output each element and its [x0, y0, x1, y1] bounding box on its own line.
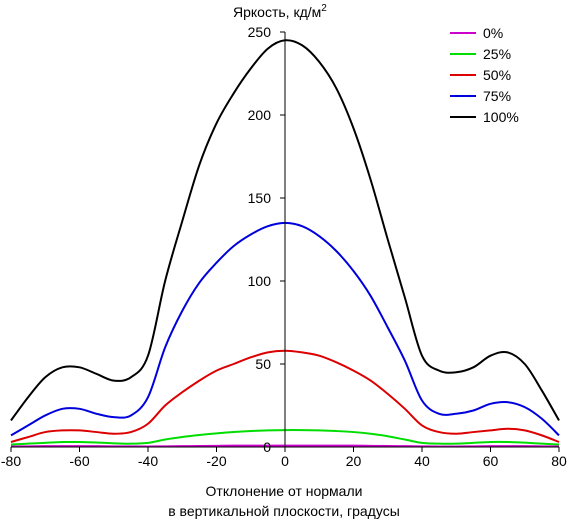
chart-legend: 0% 25% 50% 75% 100% — [450, 25, 519, 125]
y-tick-label: 150 — [248, 190, 272, 206]
legend-label-75pct: 75% — [483, 88, 511, 104]
y-tick-label: 50 — [255, 356, 271, 372]
x-tick-label: -80 — [1, 453, 21, 469]
y-tick-label: 200 — [248, 107, 272, 123]
x-tick-label: -40 — [138, 453, 158, 469]
y-axis-title-superscript: 2 — [321, 3, 327, 14]
legend-label-50pct: 50% — [483, 67, 511, 83]
x-tick-label: -20 — [206, 453, 226, 469]
y-axis-title: Яркость, кд/м2 — [233, 3, 327, 20]
legend-label-25pct: 25% — [483, 46, 511, 62]
x-axis-title-line1: Отклонение от нормали — [206, 483, 363, 499]
y-tick-label: 100 — [248, 273, 272, 289]
x-axis-ticks: -80 -60 -40 -20 0 20 40 60 80 — [1, 447, 567, 469]
y-axis-title-main: Яркость, кд/м — [233, 4, 321, 20]
x-tick-label: 20 — [346, 453, 362, 469]
y-tick-label: 0 — [263, 439, 271, 455]
y-axis-ticks: 0 50 100 150 200 250 — [248, 24, 285, 455]
legend-label-0pct: 0% — [483, 25, 503, 41]
x-tick-label: 0 — [281, 453, 289, 469]
x-tick-label: 80 — [551, 453, 567, 469]
legend-label-100pct: 100% — [483, 109, 519, 125]
x-tick-label: 40 — [414, 453, 430, 469]
x-tick-label: 60 — [483, 453, 499, 469]
chart-axes — [11, 32, 559, 448]
x-axis-title-line2: в вертикальной плоскости, градусы — [168, 503, 400, 519]
x-tick-label: -60 — [69, 453, 89, 469]
y-tick-label: 250 — [248, 24, 272, 40]
